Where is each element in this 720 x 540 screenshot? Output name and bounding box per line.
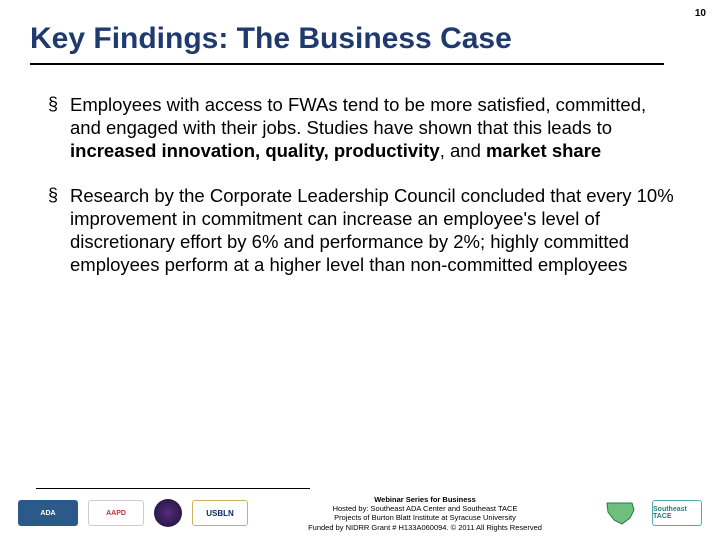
slide-footer: ADA AAPD USBLN Webinar Series for Busine… xyxy=(0,488,720,533)
aapd-logo-icon: AAPD xyxy=(88,500,144,526)
bullet-bold: increased innovation, quality, productiv… xyxy=(70,140,440,161)
bullet-text: Research by the Corporate Leadership Cou… xyxy=(70,185,674,275)
ada-network-logo-icon: ADA xyxy=(18,500,78,526)
title-divider xyxy=(30,63,664,65)
footer-divider xyxy=(36,488,310,489)
footer-line: Webinar Series for Business xyxy=(262,495,588,504)
slide: 10 Key Findings: The Business Case Emplo… xyxy=(0,0,720,540)
footer-row: ADA AAPD USBLN Webinar Series for Busine… xyxy=(18,495,702,533)
bullet-item: Research by the Corporate Leadership Cou… xyxy=(48,184,680,277)
footer-line: Projects of Burton Blatt Institute at Sy… xyxy=(262,513,588,522)
footer-line: Hosted by: Southeast ADA Center and Sout… xyxy=(262,504,588,513)
bullet-item: Employees with access to FWAs tend to be… xyxy=(48,93,680,162)
bullet-bold: market share xyxy=(486,140,601,161)
footer-line: Funded by NIDRR Grant # H133A060094. © 2… xyxy=(262,523,588,532)
southeast-map-logo-icon xyxy=(602,498,642,528)
footer-attribution: Webinar Series for Business Hosted by: S… xyxy=(258,495,592,533)
page-number: 10 xyxy=(695,8,706,19)
usbln-logo-icon: USBLN xyxy=(192,500,248,526)
bullet-list: Employees with access to FWAs tend to be… xyxy=(30,93,690,277)
tace-logo-icon: Southeast TACE xyxy=(652,500,702,526)
seal-logo-icon xyxy=(154,499,182,527)
bullet-text: , and xyxy=(440,140,486,161)
bullet-text: Employees with access to FWAs tend to be… xyxy=(70,94,646,138)
slide-title: Key Findings: The Business Case xyxy=(30,22,690,57)
